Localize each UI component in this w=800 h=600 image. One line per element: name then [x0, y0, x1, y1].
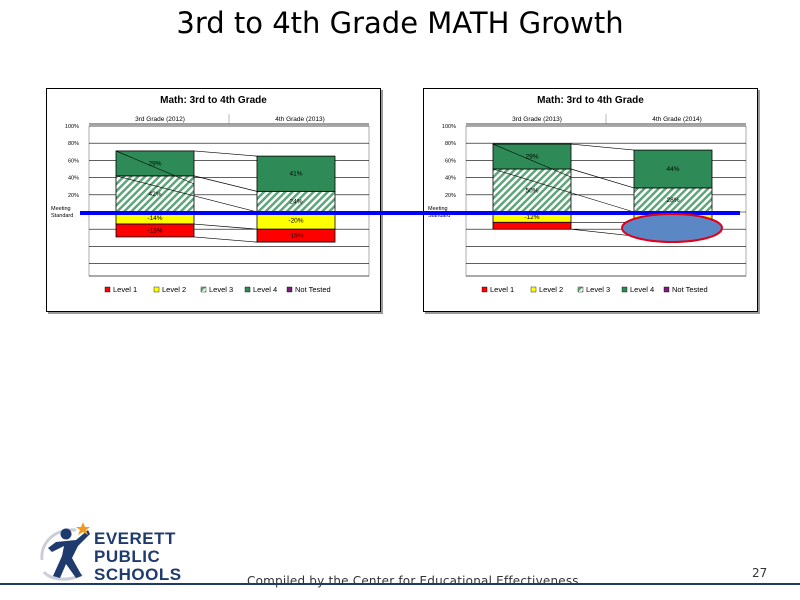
bar-level-4 — [492, 143, 572, 170]
connector-line — [570, 143, 635, 151]
y-tick-label: 100% — [442, 124, 456, 130]
y-tick-label: 60% — [445, 158, 456, 164]
connector-line — [115, 150, 195, 185]
baseline-label: Meeting — [428, 206, 448, 212]
data-label: 50% — [525, 188, 538, 195]
bar-level-1 — [633, 221, 713, 237]
logo-text-public: PUBLIC — [94, 547, 161, 566]
legend-label: Level 3 — [586, 285, 610, 294]
y-tick-label: 60% — [68, 158, 79, 164]
bar-level-3 — [633, 187, 713, 213]
footer-divider — [0, 583, 800, 585]
legend-label: Level 4 — [630, 285, 654, 294]
category-label: 3rd Grade (2013) — [512, 116, 562, 123]
category-label: 4th Grade (2014) — [652, 116, 702, 123]
bar-level-2 — [633, 211, 713, 223]
legend-label: Level 1 — [113, 285, 137, 294]
connector-line — [115, 175, 258, 213]
footer-credit: Compiled by the Center for Educational E… — [247, 574, 579, 588]
chart-panel-2012: Math: 3rd to 4th Grade 3rd Grade (2012) 4t… — [46, 88, 381, 312]
y-tick-label: 20% — [445, 193, 456, 199]
legend-swatch — [663, 286, 670, 293]
data-label: 29% — [525, 154, 538, 161]
category-label: 3rd Grade (2012) — [135, 116, 185, 123]
connector-line — [492, 168, 635, 213]
slide-title: 3rd to 4th Grade MATH Growth — [176, 6, 624, 40]
legend-label: Level 2 — [162, 285, 186, 294]
chart-title: Math: 3rd to 4th Grade — [160, 95, 267, 106]
legend-label: Not Tested — [672, 285, 708, 294]
page-number: 27 — [752, 566, 768, 580]
legend-swatch — [530, 286, 537, 293]
data-label: -14% — [147, 215, 162, 222]
bar-level-4 — [633, 149, 713, 189]
legend-swatch — [621, 286, 628, 293]
y-tick-label: 40% — [445, 176, 456, 182]
y-tick-label: 20% — [68, 193, 79, 199]
legend-label: Level 1 — [490, 285, 514, 294]
everett-logo: EVERETT PUBLIC SCHOOLS — [36, 520, 186, 584]
legend-label: Level 4 — [253, 285, 277, 294]
bar-level-1 — [115, 223, 195, 238]
connector-line — [193, 175, 258, 192]
data-label: 42% — [148, 191, 161, 198]
connector-line — [193, 223, 258, 230]
data-label: -15% — [147, 227, 162, 234]
y-tick-label: 100% — [65, 124, 79, 130]
legend-swatch — [153, 286, 160, 293]
legend-label: Level 2 — [539, 285, 563, 294]
y-tick-label: 80% — [445, 141, 456, 147]
legend-label: Not Tested — [295, 285, 331, 294]
connector-line — [193, 150, 258, 157]
data-label: 24% — [289, 199, 302, 206]
legend-swatch — [200, 286, 207, 293]
baseline-label: Standard — [51, 213, 73, 219]
data-label: 28% — [666, 197, 679, 204]
connector-line — [492, 143, 572, 178]
legend-swatch — [577, 286, 584, 293]
legend-label: Level 3 — [209, 285, 233, 294]
baseline-label: Meeting — [51, 206, 71, 212]
data-label: -15% — [288, 233, 303, 240]
legend-swatch — [286, 286, 293, 293]
chart-title: Math: 3rd to 4th Grade — [537, 95, 644, 106]
category-label: 4th Grade (2013) — [275, 116, 325, 123]
y-tick-label: 40% — [68, 176, 79, 182]
connector-line — [193, 236, 258, 243]
chart-2013: Math: 3rd to 4th Grade 3rd Grade (2013) 4t… — [428, 95, 747, 294]
legend-swatch — [104, 286, 111, 293]
baseline-label: Standard — [428, 213, 450, 219]
connector-line — [570, 168, 635, 189]
logo-text-everett: EVERETT — [94, 529, 176, 548]
y-tick-label: 80% — [68, 141, 79, 147]
legend-swatch — [244, 286, 251, 293]
chart-2012: Math: 3rd to 4th Grade 3rd Grade (2012) 4t… — [51, 95, 370, 294]
logo-text-schools: SCHOOLS — [94, 565, 182, 584]
data-label: 44% — [666, 166, 679, 173]
data-label: 29% — [148, 160, 161, 167]
data-label: -12% — [524, 214, 539, 221]
bar-level-1 — [492, 221, 572, 230]
data-label: 41% — [289, 171, 302, 178]
runner-logo-icon — [40, 522, 90, 581]
legend-swatch — [481, 286, 488, 293]
bar-level-4 — [115, 150, 195, 177]
connector-line — [570, 228, 635, 237]
bar-level-1 — [256, 228, 336, 243]
chart-panel-2013: Math: 3rd to 4th Grade 3rd Grade (2013) 4t… — [423, 88, 758, 312]
bar-level-4 — [256, 155, 336, 192]
data-label: -20% — [288, 218, 303, 225]
bar-level-3 — [492, 168, 572, 213]
